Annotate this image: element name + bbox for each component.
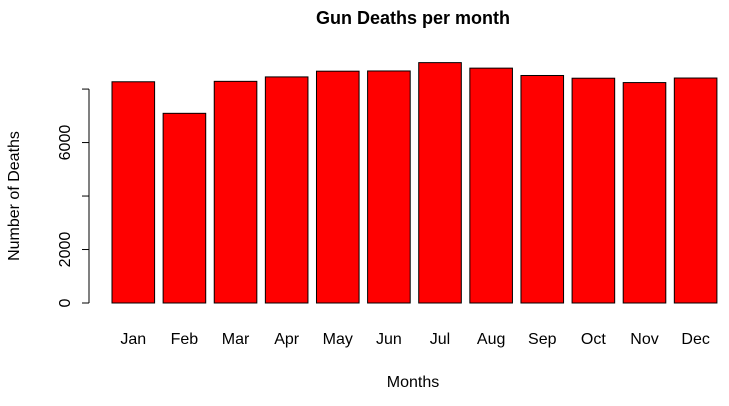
bar (213, 80, 258, 304)
bar (418, 62, 462, 304)
x-axis-label: Months (387, 374, 439, 391)
bar (162, 112, 207, 304)
x-tick-label: Dec (681, 331, 709, 348)
bar (315, 70, 360, 304)
chart-title: Gun Deaths per month (316, 8, 510, 28)
bar (571, 77, 616, 304)
x-tick-label: May (323, 331, 353, 348)
x-tick-label: Mar (222, 331, 250, 348)
bar (264, 76, 309, 304)
bar (622, 82, 667, 304)
bar (111, 81, 156, 304)
x-tick-label: Aug (477, 331, 505, 348)
y-axis-label: Number of Deaths (6, 131, 23, 261)
x-tick-label: Jun (376, 331, 402, 348)
x-tick-label: Jul (430, 331, 450, 348)
x-tick-label: Oct (581, 331, 606, 348)
x-tick-label: Jan (120, 331, 146, 348)
bar (520, 74, 565, 304)
x-tick-label: Apr (274, 331, 300, 348)
bar (367, 70, 411, 304)
bar (673, 77, 718, 304)
bar (469, 67, 513, 304)
x-tick-label: Feb (171, 331, 199, 348)
y-tick-label: 2000 (57, 232, 74, 268)
y-tick-label: 0 (57, 298, 74, 307)
x-tick-label: Sep (528, 331, 557, 348)
y-tick-label: 6000 (57, 125, 74, 161)
x-tick-label: Nov (630, 331, 658, 348)
